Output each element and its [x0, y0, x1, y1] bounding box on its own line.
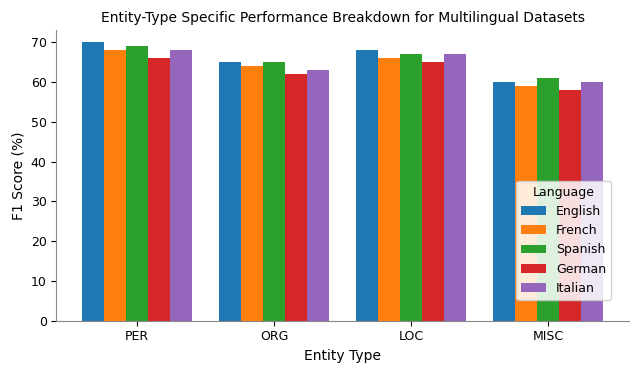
Bar: [285, 74, 307, 321]
Title: Entity-Type Specific Performance Breakdown for Multilingual Datasets: Entity-Type Specific Performance Breakdo…: [100, 11, 584, 25]
X-axis label: Entity Type: Entity Type: [304, 349, 381, 363]
Bar: [263, 62, 285, 321]
Bar: [422, 62, 444, 321]
Bar: [104, 50, 126, 321]
Bar: [356, 50, 378, 321]
Bar: [537, 78, 559, 321]
Bar: [559, 90, 581, 321]
Bar: [241, 66, 263, 321]
Bar: [220, 62, 241, 321]
Bar: [148, 58, 170, 321]
Bar: [400, 54, 422, 321]
Legend: English, French, Spanish, German, Italian: English, French, Spanish, German, Italia…: [516, 181, 611, 300]
Bar: [378, 58, 400, 321]
Bar: [444, 54, 466, 321]
Bar: [581, 82, 603, 321]
Y-axis label: F1 Score (%): F1 Score (%): [11, 131, 25, 220]
Bar: [307, 70, 329, 321]
Bar: [126, 46, 148, 321]
Bar: [170, 50, 192, 321]
Bar: [515, 86, 537, 321]
Bar: [83, 42, 104, 321]
Bar: [493, 82, 515, 321]
